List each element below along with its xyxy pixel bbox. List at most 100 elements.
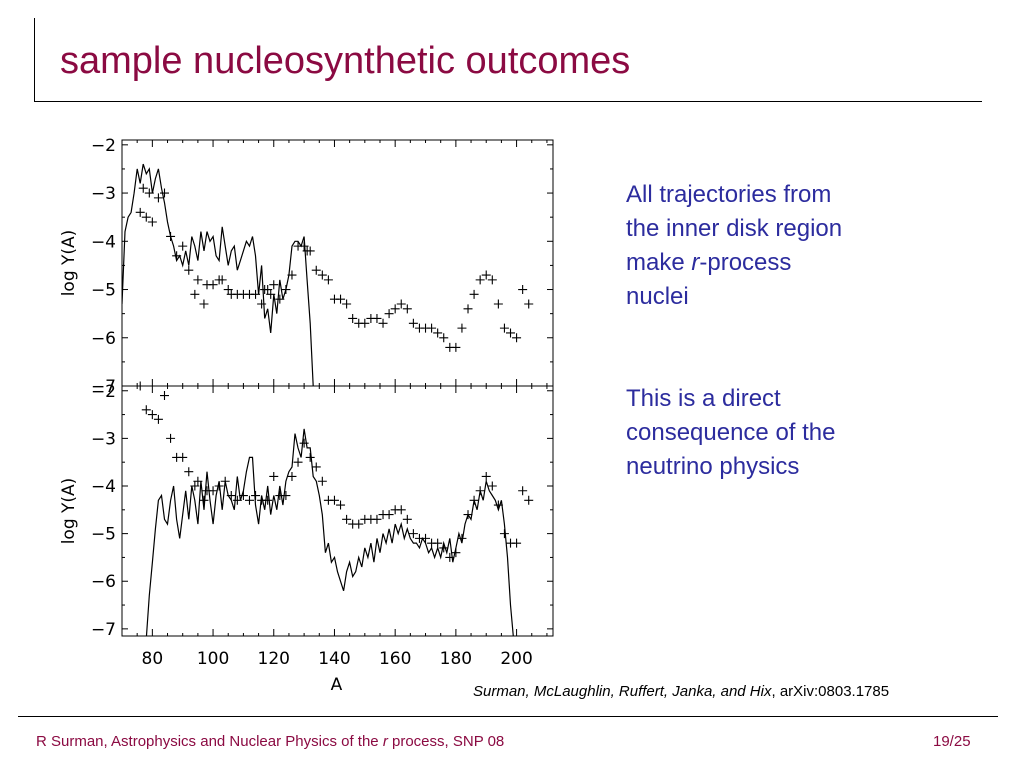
panel-top-plus-marker — [427, 323, 437, 333]
panel-top-plus-marker — [451, 342, 461, 352]
panel-bottom-plus-marker — [329, 495, 339, 505]
panel-top-plus-marker — [408, 318, 418, 328]
panel-top-plus-marker — [223, 285, 233, 295]
panel-bottom-plus-marker — [445, 552, 455, 562]
panel-bottom-plus-marker — [463, 510, 473, 520]
panel-bottom-plus-marker — [159, 391, 169, 401]
panel-top-y-tick-label: −4 — [91, 232, 116, 252]
panel-bottom-plus-marker — [214, 481, 224, 491]
panel-bottom-plus-marker — [408, 529, 418, 539]
panel-top-plus-marker — [153, 193, 163, 203]
panel-bottom-y-tick-label: −6 — [91, 572, 116, 592]
panel-bottom-plus-marker — [433, 538, 443, 548]
panel-bottom-plus-marker — [153, 414, 163, 424]
panel-bottom-plus-marker — [263, 495, 273, 505]
panel-bottom-plus-marker — [354, 519, 364, 529]
panel-bottom-plus-marker — [469, 495, 479, 505]
panel-top-plus-marker — [512, 333, 522, 343]
panel-top-plus-marker — [384, 309, 394, 319]
panel-bottom-plus-marker — [232, 495, 242, 505]
panel-bottom-x-tick-label: 160 — [379, 649, 411, 669]
panel-top-y-tick-label: −6 — [91, 329, 116, 349]
panel-top-plus-marker — [457, 323, 467, 333]
panel-top-plus-marker — [481, 270, 491, 280]
panel-top-plus-marker — [159, 188, 169, 198]
panel-top-plus-marker — [263, 285, 273, 295]
panel-top-plus-marker — [208, 280, 218, 290]
citation: Surman, McLaughlin, Ruffert, Janka, and … — [473, 683, 889, 700]
panel-bottom-plus-marker — [190, 481, 200, 491]
text-block-consequence: This is a direct consequence of the neut… — [626, 382, 916, 484]
panel-bottom-plus-marker — [287, 471, 297, 481]
panel-bottom-plus-marker — [135, 381, 145, 391]
panel-bottom-plus-marker — [421, 533, 431, 543]
panel-bottom-plus-marker — [475, 486, 485, 496]
panel-bottom-plus-marker — [311, 462, 321, 472]
text-line: This is a direct — [626, 385, 781, 412]
panel-bottom-plus-marker — [342, 514, 352, 524]
panel-bottom-plus-marker — [305, 452, 315, 462]
panel-bottom-plus-marker — [317, 476, 327, 486]
panel-top-plus-marker — [469, 289, 479, 299]
text-block-trajectories: All trajectories from the inner disk reg… — [626, 178, 916, 314]
panel-bottom-plus-marker — [336, 500, 346, 510]
panel-top-plus-marker — [299, 241, 309, 251]
citation-authors: Surman, McLaughlin, Ruffert, Janka, and … — [473, 683, 772, 700]
panel-top-plus-marker — [275, 294, 285, 304]
panel-top-plus-marker — [311, 265, 321, 275]
panel-top-plus-marker — [433, 328, 443, 338]
panel-top-plus-marker — [336, 294, 346, 304]
panel-bottom-y-tick-label: −7 — [91, 620, 116, 640]
panel-top-plus-marker — [144, 188, 154, 198]
panel-bottom-x-axis-title: A — [331, 675, 343, 695]
panel-top-plus-marker — [342, 299, 352, 309]
panel-top-plus-marker — [524, 299, 534, 309]
panel-top-plus-marker — [193, 275, 203, 285]
panel-top-plus-marker — [493, 299, 503, 309]
panel-bottom-plus-marker — [184, 467, 194, 477]
panel-top-y-tick-label: −5 — [91, 281, 116, 301]
panel-bottom-plus-marker — [193, 476, 203, 486]
panel-top-plus-marker — [166, 231, 176, 241]
panel-bottom-plus-marker — [481, 471, 491, 481]
panel-bottom-plus-marker — [457, 533, 467, 543]
panel-top-plus-marker — [266, 289, 276, 299]
slide-title: sample nucleosynthetic outcomes — [60, 40, 631, 82]
panel-bottom-plus-marker — [281, 491, 291, 501]
panel-bottom-plus-marker — [499, 529, 509, 539]
panel-bottom-plus-marker — [451, 548, 461, 558]
footer-left-italic: r — [382, 733, 388, 750]
title-rule-horizontal — [34, 101, 982, 102]
panel-bottom-x-tick-label: 80 — [142, 649, 164, 669]
panel-top-frame — [121, 139, 554, 387]
text-line: neutrino physics — [626, 453, 800, 480]
panel-top-plus-marker — [402, 304, 412, 314]
panel-bottom-plus-marker — [244, 495, 254, 505]
citation-arxiv: , arXiv:0803.1785 — [771, 683, 890, 700]
panel-bottom-plus-marker — [220, 476, 230, 486]
panel-top-plus-marker — [287, 270, 297, 280]
panel-top-plus-marker — [372, 313, 382, 323]
panel-top-plus-marker — [138, 183, 148, 193]
panel-top-plus-marker — [184, 265, 194, 275]
panel-bottom-plus-marker — [199, 495, 209, 505]
panel-bottom-plus-marker — [166, 433, 176, 443]
panel-top-plus-marker — [518, 285, 528, 295]
panel-top-plus-marker — [305, 246, 315, 256]
panel-top-plus-marker — [360, 318, 370, 328]
panel-bottom-plus-marker — [293, 457, 303, 467]
footer-left: R Surman, Astrophysics and Nuclear Physi… — [36, 733, 504, 750]
panel-top-plus-marker — [141, 212, 151, 222]
panel-top-plus-marker — [499, 323, 509, 333]
panel-bottom-x-tick-label: 120 — [258, 649, 290, 669]
panel-bottom-x-tick-label: 140 — [318, 649, 350, 669]
panel-top-y-tick-label: −3 — [91, 184, 116, 204]
panel-bottom-plus-marker — [439, 543, 449, 553]
text-line: consequence of the — [626, 419, 836, 446]
panel-bottom-plus-marker — [524, 495, 534, 505]
panel-top-plus-marker — [135, 207, 145, 217]
text-line: the inner disk region — [626, 215, 843, 242]
page-number: 19/25 — [933, 733, 971, 750]
panel-bottom-y-axis-title: log Y(A) — [59, 478, 79, 545]
panel-top-plus-marker — [463, 304, 473, 314]
